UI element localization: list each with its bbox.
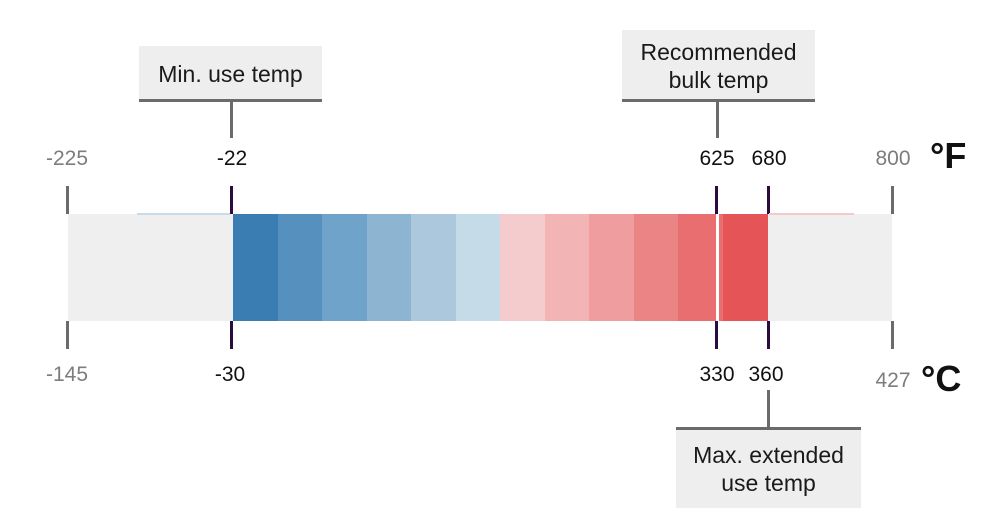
max-extended-use-temp-callout: Max. extended use temp: [676, 430, 861, 508]
recommended-bulk-temp-leader: [716, 101, 719, 138]
max-extended-use-temp-leader: [767, 390, 770, 428]
gradient-segment: [500, 214, 546, 321]
celsius-min-tick: [66, 321, 69, 349]
celsius-max-extended-tick: [767, 321, 770, 349]
min-use-temp-callout-rule: [139, 99, 322, 102]
celsius-recommended-label: 330: [699, 363, 735, 386]
faint-blue-edge: [137, 213, 230, 215]
gradient-segment: [233, 214, 279, 321]
gradient-segment: [633, 214, 679, 321]
fahrenheit-min-use-tick: [230, 186, 233, 214]
fahrenheit-recommended-tick: [715, 186, 718, 214]
celsius-max-label: 427: [875, 369, 911, 392]
celsius-max-extended-label: 360: [748, 363, 784, 386]
fahrenheit-min-label: -225: [45, 147, 89, 170]
gradient-segment: [722, 214, 768, 321]
fahrenheit-recommended-label: 625: [699, 147, 735, 170]
gradient-segment: [322, 214, 368, 321]
celsius-min-use-label: -30: [214, 363, 246, 386]
celsius-recommended-tick: [715, 321, 718, 349]
gradient-segment: [277, 214, 323, 321]
celsius-max-tick: [891, 321, 894, 349]
max-extended-use-temp-callout-rule: [676, 427, 861, 430]
gradient-segment: [366, 214, 412, 321]
gradient-segment: [455, 214, 501, 321]
faint-red-edge: [769, 213, 854, 215]
recommended-bulk-temp-callout-rule: [622, 99, 815, 102]
fahrenheit-max-tick: [891, 186, 894, 214]
recommended-bulk-temp-callout: Recommended bulk temp: [622, 30, 815, 101]
celsius-unit-label: °C: [921, 358, 962, 399]
gradient-segment: [411, 214, 457, 321]
recommended-divider: [716, 214, 719, 321]
min-use-temp-callout: Min. use temp: [139, 46, 322, 101]
min-use-temp-leader: [230, 101, 233, 138]
gradient-segment: [589, 214, 635, 321]
gradient-segment: [678, 214, 724, 321]
gradient-segment: [544, 214, 590, 321]
fahrenheit-max-extended-tick: [767, 186, 770, 214]
fahrenheit-unit-label: °F: [930, 135, 967, 176]
celsius-min-use-tick: [230, 321, 233, 349]
celsius-min-label: -145: [45, 363, 89, 386]
fahrenheit-max-label: 800: [875, 147, 911, 170]
fahrenheit-max-extended-label: 680: [751, 147, 787, 170]
fahrenheit-min-use-label: -22: [216, 147, 248, 170]
fahrenheit-min-tick: [66, 186, 69, 214]
